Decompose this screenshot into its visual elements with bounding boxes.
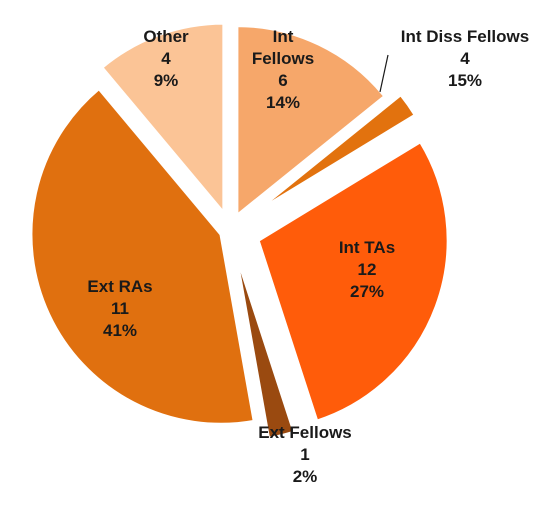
data-label-line: 2%: [293, 467, 318, 486]
data-label-line: 14%: [266, 93, 300, 112]
data-label-line: 27%: [350, 282, 384, 301]
pie-slices: [29, 21, 450, 441]
data-label-line: Ext Fellows: [258, 423, 352, 442]
pie-labels: Int Fellows 6 14% Int Diss Fellows 4 15% Int TA…: [87, 27, 529, 486]
data-label-int-tas: Int TAs 12 27%: [339, 238, 395, 301]
pie-slice-other: [99, 21, 226, 218]
data-label-line: 1: [300, 445, 309, 464]
data-label-line: Fellows: [252, 49, 314, 68]
data-label-line: Int TAs: [339, 238, 395, 257]
data-label-ext-fellows: Ext Fellows 1 2%: [258, 423, 352, 486]
leader-line-int-diss-fellows: [379, 54, 389, 93]
pie-slice-ext-fellows: [233, 250, 296, 441]
data-label-line: Ext RAs: [87, 277, 152, 296]
pie-slice-int-tas: [256, 139, 450, 424]
data-label-int-fellows: Int Fellows 6 14%: [252, 27, 314, 112]
pie-slice-int-diss-fellows: [251, 92, 418, 216]
data-label-line: 9%: [154, 71, 179, 90]
data-label-line: 12: [358, 260, 377, 279]
data-label-line: 4: [161, 49, 171, 68]
data-label-line: 6: [278, 71, 287, 90]
data-label-line: 4: [460, 49, 470, 68]
data-label-line: 11: [111, 299, 129, 318]
pie-slice-int-fellows: [235, 24, 387, 219]
data-label-int-diss-fellows: Int Diss Fellows 4 15%: [401, 27, 529, 90]
data-label-line: Other: [143, 27, 189, 46]
data-label-line: 15%: [448, 71, 482, 90]
data-label-line: Int: [273, 27, 294, 46]
data-label-other: Other 4 9%: [143, 27, 189, 90]
data-label-line: Int Diss Fellows: [401, 27, 529, 46]
pie-slice-ext-ras: [29, 86, 256, 426]
data-label-ext-ras: Ext RAs 11 41%: [87, 277, 152, 340]
data-label-line: 41%: [103, 321, 137, 340]
